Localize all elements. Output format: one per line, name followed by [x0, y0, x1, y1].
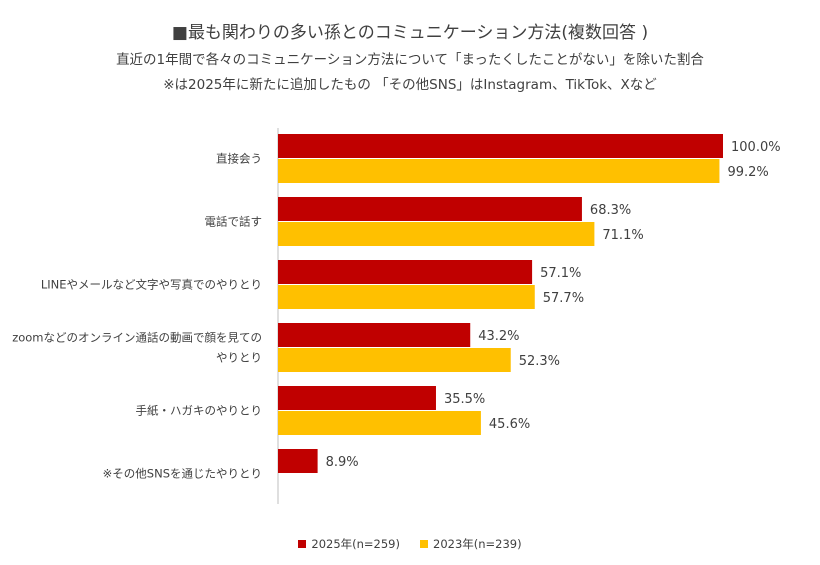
chart-title: ■最も関わりの多い孫とのコミュニケーション方法(複数回答 ) — [0, 18, 820, 43]
chart-subtitle-1: 直近の1年間で各々のコミュニケーション方法について「まったくしたことがない」を除… — [116, 52, 704, 68]
data-label: 8.9% — [326, 455, 359, 470]
bar — [278, 449, 318, 473]
bar — [278, 348, 511, 372]
data-label: 57.1% — [540, 266, 581, 281]
data-label: 99.2% — [727, 165, 768, 180]
bar — [278, 159, 720, 183]
data-label: 52.3% — [519, 354, 560, 369]
category-label: LINEやメールなど文字や写真でのやりとり — [41, 278, 262, 292]
legend: 2025年(n=259) 2023年(n=239) — [0, 536, 820, 552]
data-label: 57.7% — [543, 291, 584, 306]
legend-label-2025: 2025年(n=259) — [311, 537, 400, 551]
legend-swatch-2025 — [298, 540, 307, 548]
bar — [278, 323, 471, 347]
data-label: 43.2% — [478, 329, 519, 344]
bar — [278, 411, 481, 435]
category-label: 直接会う — [216, 152, 262, 166]
category-label: 電話で話す — [205, 215, 263, 229]
bar — [278, 386, 436, 410]
legend-item-2023: 2023年(n=239) — [420, 536, 522, 552]
bar — [278, 134, 723, 158]
category-label: zoomなどのオンライン通話の動画で顔を見ての — [12, 331, 262, 345]
category-label: ※その他SNSを通じたやりとり — [103, 467, 262, 481]
data-label: 68.3% — [590, 203, 631, 218]
chart-subtitle-2: ※は2025年に新たに追加したもの 「その他SNS」はInstagram、Tik… — [163, 77, 657, 93]
data-label: 71.1% — [602, 228, 643, 243]
bar — [278, 222, 595, 246]
category-label: やりとり — [216, 351, 262, 365]
data-label: 45.6% — [489, 417, 530, 432]
bar — [278, 197, 582, 221]
title-square-icon: ■ — [171, 23, 188, 43]
legend-item-2025: 2025年(n=259) — [298, 536, 400, 552]
data-label: 100.0% — [731, 140, 781, 155]
category-label: 手紙・ハガキのやりとり — [136, 404, 263, 418]
legend-label-2023: 2023年(n=239) — [433, 537, 522, 551]
title-text: 最も関わりの多い孫とのコミュニケーション方法(複数回答 ) — [187, 23, 649, 43]
bar — [278, 260, 533, 284]
legend-swatch-2023 — [420, 540, 428, 548]
bar — [278, 285, 535, 309]
data-label: 35.5% — [444, 392, 485, 407]
